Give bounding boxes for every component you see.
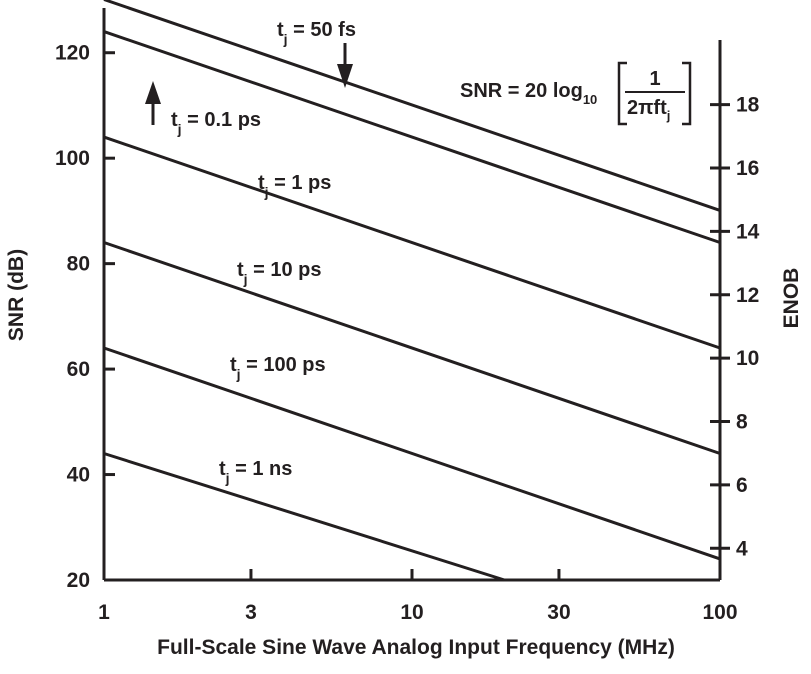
x-tick-label: 10 <box>400 601 423 624</box>
x-tick-label: 30 <box>547 601 570 624</box>
series-label-sub: j <box>236 366 241 382</box>
formula-lhs: SNR = 20 log10 <box>460 80 597 107</box>
y-tick-label: 40 <box>67 464 90 487</box>
formula-text: SNR = 20 log <box>460 80 583 102</box>
series-label-value: = 10 ps <box>248 259 322 281</box>
series-line-5 <box>103 452 505 582</box>
series-label-sub: j <box>177 121 182 137</box>
enob-tick-label: 12 <box>736 284 759 307</box>
series-label-t: t <box>237 259 244 281</box>
series-label-value: = 100 ps <box>241 354 326 376</box>
x-tick-label: 1 <box>98 601 110 624</box>
series-label-value: = 1 ps <box>269 172 332 194</box>
series-line-1 <box>103 30 721 244</box>
series-line-2 <box>103 135 721 350</box>
y-tick-label: 80 <box>67 253 90 276</box>
series-label-t: t <box>277 19 284 41</box>
enob-tick-label: 8 <box>736 411 748 434</box>
series-label-t: t <box>258 172 265 194</box>
series-line-3 <box>103 241 721 455</box>
series-label-sub: j <box>243 271 248 287</box>
y-tick-label: 100 <box>55 147 90 170</box>
series-label-5: tj = 1 ns <box>219 458 292 486</box>
series-label-4: tj = 100 ps <box>230 354 326 382</box>
enob-tick-label: 16 <box>736 157 759 180</box>
series-label-sub: j <box>264 184 269 200</box>
series-label-sub: j <box>225 470 230 486</box>
enob-tick-label: 14 <box>736 220 760 243</box>
x-axis-title: Full-Scale Sine Wave Analog Input Freque… <box>157 636 675 659</box>
series-label-value: = 50 fs <box>288 19 356 41</box>
formula-denominator: 2πftj <box>627 97 670 123</box>
series-label-t: t <box>171 109 178 131</box>
series-label-sub: j <box>283 31 288 47</box>
enob-tick-label: 4 <box>736 537 748 560</box>
y-tick-label: 20 <box>67 569 90 592</box>
x-tick-label: 3 <box>245 601 257 624</box>
formula-denominator-sub: j <box>666 108 671 123</box>
series-label-2: tj = 1 ps <box>258 172 331 200</box>
series-label-0: tj = 50 fs <box>277 19 356 47</box>
series-layer <box>103 0 721 582</box>
axes-layer: 20 40 60 80 100 120 1 3 10 30 100 4 6 8 10 12 14 16 18 <box>55 8 760 624</box>
arrows-layer <box>145 43 353 125</box>
series-label-t: t <box>219 458 226 480</box>
formula-right-bracket <box>682 61 692 126</box>
y-axis-title: SNR (dB) <box>5 249 28 341</box>
y-tick-label: 120 <box>55 42 90 65</box>
y-tick-label: 60 <box>67 358 90 381</box>
x-tick-label: 100 <box>702 601 737 624</box>
enob-axis-title: ENOB <box>780 268 803 329</box>
enob-tick-label: 10 <box>736 347 759 370</box>
series-label-t: t <box>230 354 237 376</box>
formula-log-base: 10 <box>583 92 597 107</box>
series-label-value: = 1 ns <box>230 458 293 480</box>
series-label-3: tj = 10 ps <box>237 259 322 287</box>
formula-left-bracket <box>617 61 627 126</box>
enob-tick-label: 18 <box>736 94 760 117</box>
enob-tick-label: 6 <box>736 474 748 497</box>
series-label-value: = 0.1 ps <box>182 109 262 131</box>
formula-denominator-main: 2πft <box>627 97 667 119</box>
series-line-0 <box>103 0 721 212</box>
formula-numerator: 1 <box>649 68 660 90</box>
series-line-4 <box>103 346 721 561</box>
series-label-1: tj = 0.1 ps <box>171 109 261 137</box>
down-arrow-head <box>337 64 353 88</box>
formula-layer: SNR = 20 log10 1 2πftj <box>460 61 692 126</box>
up-arrow-head <box>145 81 161 104</box>
